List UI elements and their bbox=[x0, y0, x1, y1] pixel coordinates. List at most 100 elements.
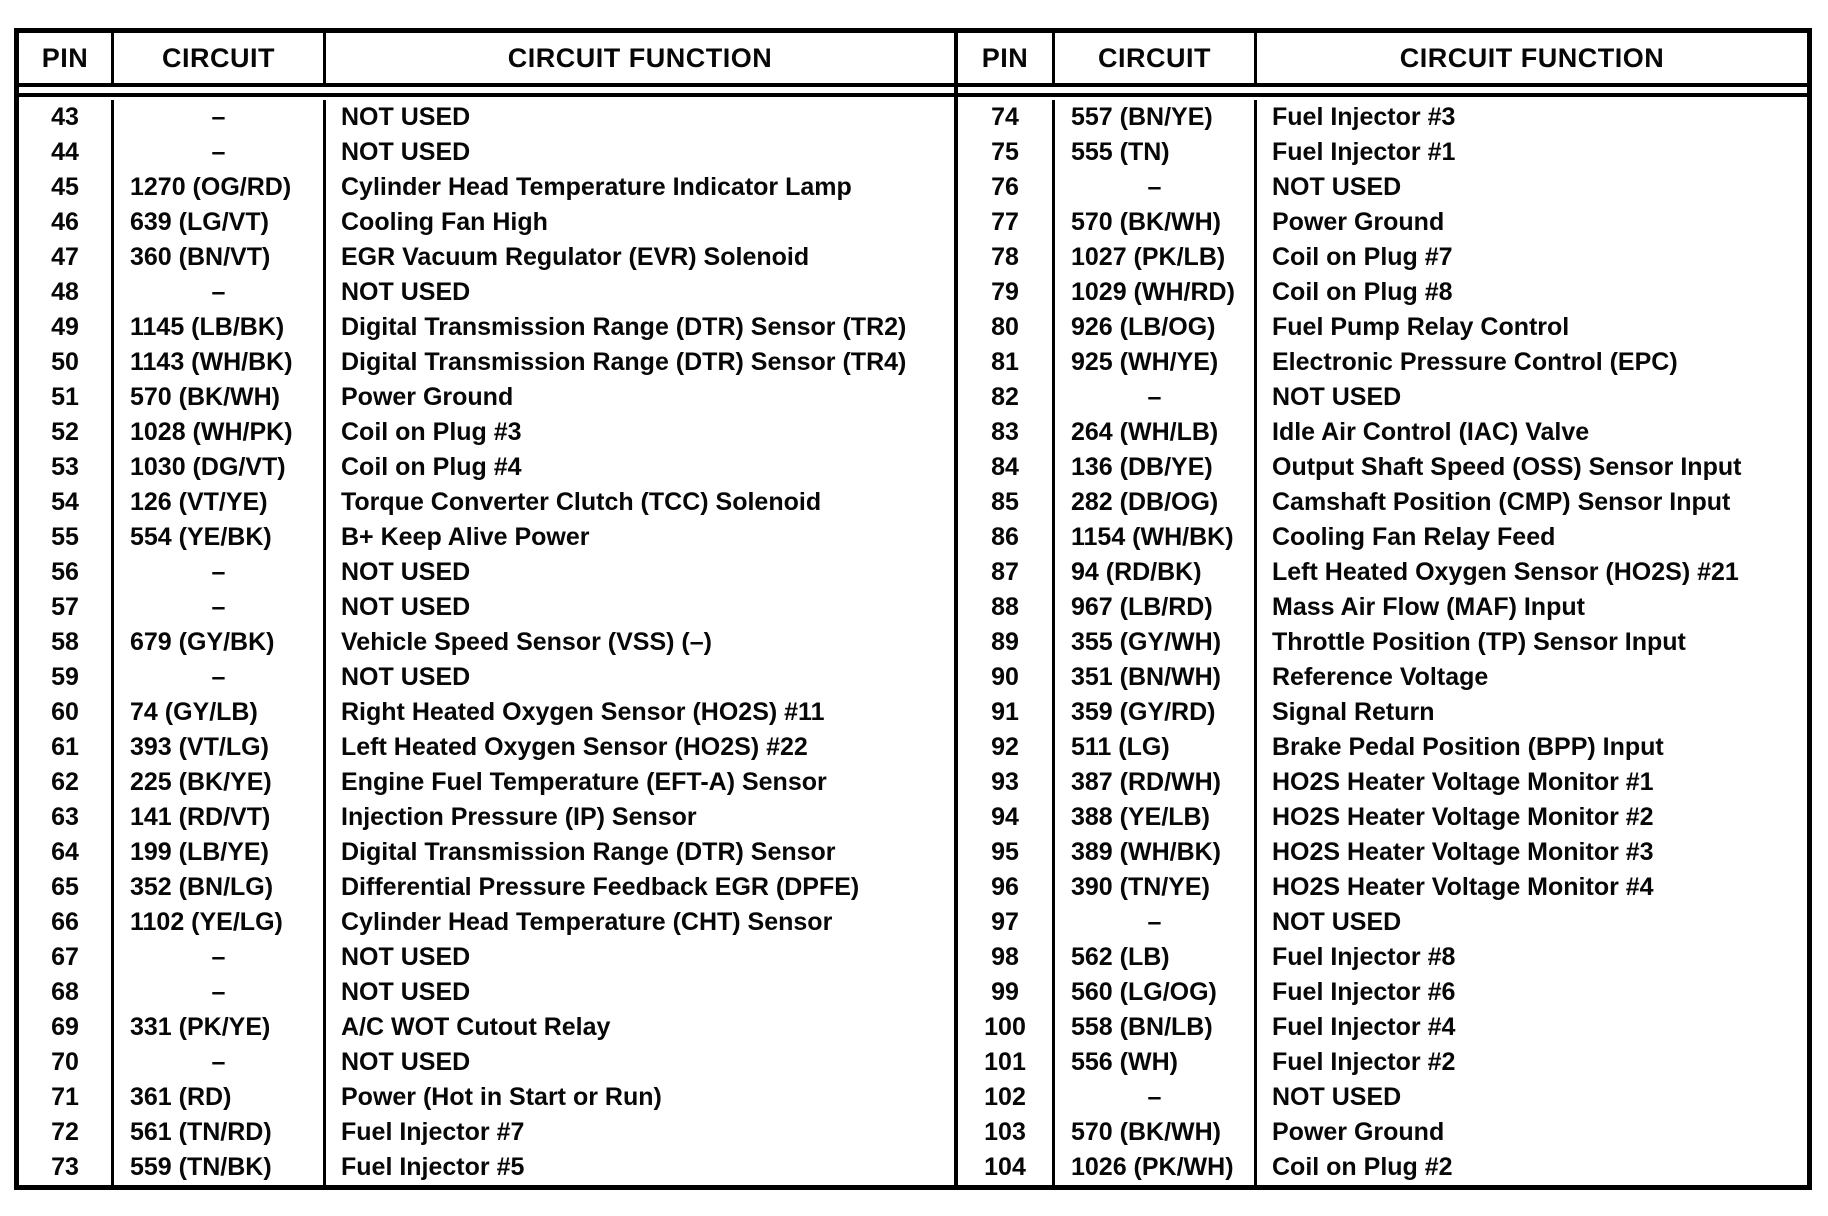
circuit-cell: 555 (TN) bbox=[1055, 135, 1257, 170]
table-row: 95 389 (WH/BK) HO2S Heater Voltage Monitor… bbox=[958, 835, 1807, 870]
circuit-cell: 1027 (PK/LB) bbox=[1055, 240, 1257, 275]
circuit-cell: 361 (RD) bbox=[114, 1080, 326, 1115]
table-row: 85 282 (DB/OG) Camshaft Position (CMP) Sen… bbox=[958, 485, 1807, 520]
table-row: 99 560 (LG/OG) Fuel Injector #6 bbox=[958, 975, 1807, 1010]
table-row: 70– NOT USED bbox=[19, 1045, 954, 1080]
table-row: 49 1145 (LB/BK) Digital Transmission Range… bbox=[19, 310, 954, 345]
circuit-cell: 1029 (WH/RD) bbox=[1055, 275, 1257, 310]
function-cell: HO2S Heater Voltage Monitor #4 bbox=[1272, 873, 1654, 901]
table-row: 65 352 (BN/LG) Differential Pressure Feedb… bbox=[19, 870, 954, 905]
function-cell: Brake Pedal Position (BPP) Input bbox=[1272, 733, 1664, 761]
circuit-cell: – bbox=[114, 660, 326, 695]
pin-cell: 81 bbox=[958, 345, 1055, 380]
function-cell: Engine Fuel Temperature (EFT-A) Sensor bbox=[341, 768, 827, 796]
circuit-cell: 282 (DB/OG) bbox=[1055, 485, 1257, 520]
circuit-cell: 199 (LB/YE) bbox=[114, 835, 326, 870]
pin-cell: 100 bbox=[958, 1010, 1055, 1045]
circuit-cell: – bbox=[114, 555, 326, 590]
function-cell: NOT USED bbox=[341, 103, 471, 131]
table-row: 59– NOT USED bbox=[19, 660, 954, 695]
function-cell: Camshaft Position (CMP) Sensor Input bbox=[1272, 488, 1731, 516]
circuit-cell: 925 (WH/YE) bbox=[1055, 345, 1257, 380]
table-row: 61 393 (VT/LG) Left Heated Oxygen Sensor (… bbox=[19, 730, 954, 765]
function-cell: HO2S Heater Voltage Monitor #3 bbox=[1272, 838, 1654, 866]
table-row: 98 562 (LB) Fuel Injector #8 bbox=[958, 940, 1807, 975]
circuit-cell: 264 (WH/LB) bbox=[1055, 415, 1257, 450]
function-cell: Electronic Pressure Control (EPC) bbox=[1272, 348, 1678, 376]
circuit-cell: 388 (YE/LB) bbox=[1055, 800, 1257, 835]
table-row: 66 1102 (YE/LG) Cylinder Head Temperature … bbox=[19, 905, 954, 940]
table-row: 51 570 (BK/WH) Power Ground bbox=[19, 380, 954, 415]
table-row: 104 1026 (PK/WH) Coil on Plug #2 bbox=[958, 1150, 1807, 1185]
pin-cell: 93 bbox=[958, 765, 1055, 800]
pin-cell: 104 bbox=[958, 1150, 1055, 1185]
table-row: 80 926 (LB/OG) Fuel Pump Relay Control bbox=[958, 310, 1807, 345]
table-row: 73 559 (TN/BK) Fuel Injector #5 bbox=[19, 1150, 954, 1185]
function-cell: Fuel Injector #4 bbox=[1272, 1013, 1456, 1041]
pin-cell: 95 bbox=[958, 835, 1055, 870]
function-cell: Power Ground bbox=[1272, 1118, 1445, 1146]
pin-cell: 89 bbox=[958, 625, 1055, 660]
function-cell: NOT USED bbox=[341, 558, 471, 586]
table-row: 68– NOT USED bbox=[19, 975, 954, 1010]
function-cell: NOT USED bbox=[1272, 1083, 1402, 1111]
function-cell: Fuel Injector #2 bbox=[1272, 1048, 1456, 1076]
table-row: 72 561 (TN/RD) Fuel Injector #7 bbox=[19, 1115, 954, 1150]
circuit-cell: – bbox=[1055, 905, 1257, 940]
table-row: 102– NOT USED bbox=[958, 1080, 1807, 1115]
function-cell: Digital Transmission Range (DTR) Sensor … bbox=[341, 313, 907, 341]
table-header-row: PIN CIRCUIT CIRCUIT FUNCTION bbox=[958, 33, 1807, 88]
circuit-cell: 570 (BK/WH) bbox=[1055, 1115, 1257, 1150]
table-row: 63 141 (RD/VT) Injection Pressure (IP) Sen… bbox=[19, 800, 954, 835]
circuit-cell: 136 (DB/YE) bbox=[1055, 450, 1257, 485]
circuit-cell: – bbox=[114, 975, 326, 1010]
pin-cell: 77 bbox=[958, 205, 1055, 240]
table-row: 97– NOT USED bbox=[958, 905, 1807, 940]
table-row: 101 556 (WH) Fuel Injector #2 bbox=[958, 1045, 1807, 1080]
pin-cell: 94 bbox=[958, 800, 1055, 835]
function-cell: Coil on Plug #7 bbox=[1272, 243, 1453, 271]
circuit-cell: – bbox=[1055, 380, 1257, 415]
pin-column-header: PIN bbox=[19, 33, 114, 84]
table-row: 103 570 (BK/WH) Power Ground bbox=[958, 1115, 1807, 1150]
function-cell: Reference Voltage bbox=[1272, 663, 1489, 691]
pin-cell: 51 bbox=[19, 380, 114, 415]
pin-cell: 69 bbox=[19, 1010, 114, 1045]
circuit-cell: 351 (BN/WH) bbox=[1055, 660, 1257, 695]
pin-cell: 84 bbox=[958, 450, 1055, 485]
circuit-cell: 570 (BK/WH) bbox=[1055, 205, 1257, 240]
pin-table-left: PIN CIRCUIT CIRCUIT FUNCTION 43– NOT USED… bbox=[19, 33, 958, 1185]
function-cell: Power (Hot in Start or Run) bbox=[341, 1083, 662, 1111]
circuit-cell: 511 (LG) bbox=[1055, 730, 1257, 765]
circuit-cell: 556 (WH) bbox=[1055, 1045, 1257, 1080]
pin-cell: 71 bbox=[19, 1080, 114, 1115]
function-cell: Fuel Injector #8 bbox=[1272, 943, 1456, 971]
pin-cell: 50 bbox=[19, 345, 114, 380]
pin-cell: 48 bbox=[19, 275, 114, 310]
table-row: 50 1143 (WH/BK) Digital Transmission Range… bbox=[19, 345, 954, 380]
pin-cell: 46 bbox=[19, 205, 114, 240]
function-cell: NOT USED bbox=[341, 593, 471, 621]
pin-cell: 86 bbox=[958, 520, 1055, 555]
circuit-cell: 141 (RD/VT) bbox=[114, 800, 326, 835]
circuit-cell: 926 (LB/OG) bbox=[1055, 310, 1257, 345]
function-cell: NOT USED bbox=[1272, 908, 1402, 936]
table-row: 82– NOT USED bbox=[958, 380, 1807, 415]
function-cell: NOT USED bbox=[1272, 383, 1402, 411]
circuit-cell: 1030 (DG/VT) bbox=[114, 450, 326, 485]
table-row: 100 558 (BN/LB) Fuel Injector #4 bbox=[958, 1010, 1807, 1045]
function-cell: Fuel Injector #7 bbox=[341, 1118, 525, 1146]
function-cell: NOT USED bbox=[341, 138, 471, 166]
circuit-cell: 389 (WH/BK) bbox=[1055, 835, 1257, 870]
circuit-cell: 570 (BK/WH) bbox=[114, 380, 326, 415]
table-row: 55 554 (YE/BK) B+ Keep Alive Power bbox=[19, 520, 954, 555]
function-cell: Left Heated Oxygen Sensor (HO2S) #22 bbox=[341, 733, 808, 761]
table-row: 96 390 (TN/YE) HO2S Heater Voltage Monitor… bbox=[958, 870, 1807, 905]
pin-cell: 65 bbox=[19, 870, 114, 905]
pin-column-header: PIN bbox=[958, 33, 1055, 84]
function-cell: Digital Transmission Range (DTR) Sensor bbox=[341, 838, 836, 866]
circuit-function-column-header: CIRCUIT FUNCTION bbox=[507, 42, 773, 73]
pin-cell: 82 bbox=[958, 380, 1055, 415]
pin-cell: 47 bbox=[19, 240, 114, 275]
function-cell: Coil on Plug #2 bbox=[1272, 1153, 1453, 1181]
